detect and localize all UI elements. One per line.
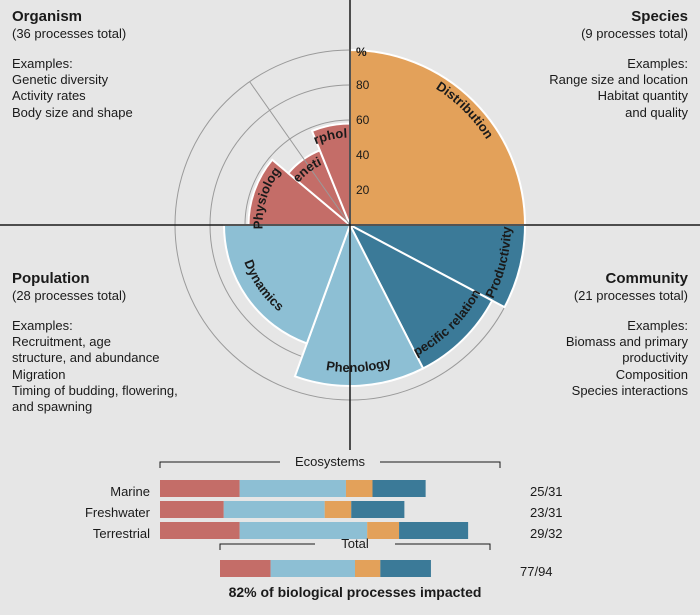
population-examples: Recruitment, age structure, and abundanc… — [12, 334, 178, 415]
community-subtitle: (21 processes total) — [574, 288, 688, 303]
bar-label: Marine — [110, 484, 150, 499]
bar-segment — [367, 522, 399, 539]
ecosystems-title: Ecosystems — [295, 454, 366, 469]
bar-segment — [351, 501, 404, 518]
species-examples-heading: Examples: — [627, 56, 688, 71]
total-bar-segment — [220, 560, 271, 577]
bar-value: 25/31 — [530, 484, 563, 499]
total-bracket-right — [395, 544, 490, 550]
community-title: Community — [606, 270, 689, 287]
total-value: 77/94 — [520, 564, 553, 579]
population-title: Population — [12, 270, 90, 287]
ecosystems-bracket-left — [160, 462, 280, 468]
bar-segment — [346, 480, 373, 497]
bar-segment — [240, 480, 346, 497]
bar-segment — [325, 501, 352, 518]
community-examples: Biomass and primary productivity Composi… — [566, 334, 688, 399]
total-bar-segment — [271, 560, 355, 577]
organism-title: Organism — [12, 8, 82, 25]
ecosystems-bracket-right — [380, 462, 500, 468]
total-title: Total — [341, 536, 369, 551]
species-examples: Range size and location Habitat quantity… — [549, 72, 688, 121]
bar-segment — [160, 480, 240, 497]
species-title: Species — [631, 8, 688, 25]
bar-segment — [224, 501, 325, 518]
radial-axis-tick: 40 — [356, 148, 370, 162]
summary-text: 82% of biological processes impacted — [229, 584, 482, 600]
bar-label: Freshwater — [85, 505, 151, 520]
species-subtitle: (9 processes total) — [581, 26, 688, 41]
radial-axis-tick: 20 — [356, 183, 370, 197]
bar-segment — [160, 522, 240, 539]
radial-axis-tick: 80 — [356, 78, 370, 92]
total-bar-segment — [355, 560, 380, 577]
community-examples-heading: Examples: — [627, 318, 688, 333]
total-bar-segment — [380, 560, 431, 577]
total-bracket-left — [220, 544, 315, 550]
bar-value: 29/32 — [530, 526, 563, 541]
radial-wedge-distribution — [350, 50, 525, 225]
organism-examples: Genetic diversity Activity rates Body si… — [12, 72, 133, 121]
organism-subtitle: (36 processes total) — [12, 26, 126, 41]
organism-examples-heading: Examples: — [12, 56, 73, 71]
bar-value: 23/31 — [530, 505, 563, 520]
population-subtitle: (28 processes total) — [12, 288, 126, 303]
radial-axis-tick: 60 — [356, 113, 370, 127]
radial-axis-unit: % — [356, 45, 367, 59]
bar-segment — [373, 480, 426, 497]
bar-segment — [399, 522, 468, 539]
population-examples-heading: Examples: — [12, 318, 73, 333]
bar-label: Terrestrial — [93, 526, 150, 541]
bar-segment — [160, 501, 224, 518]
